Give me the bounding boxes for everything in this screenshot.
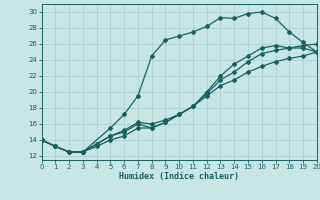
X-axis label: Humidex (Indice chaleur): Humidex (Indice chaleur) [119,172,239,181]
